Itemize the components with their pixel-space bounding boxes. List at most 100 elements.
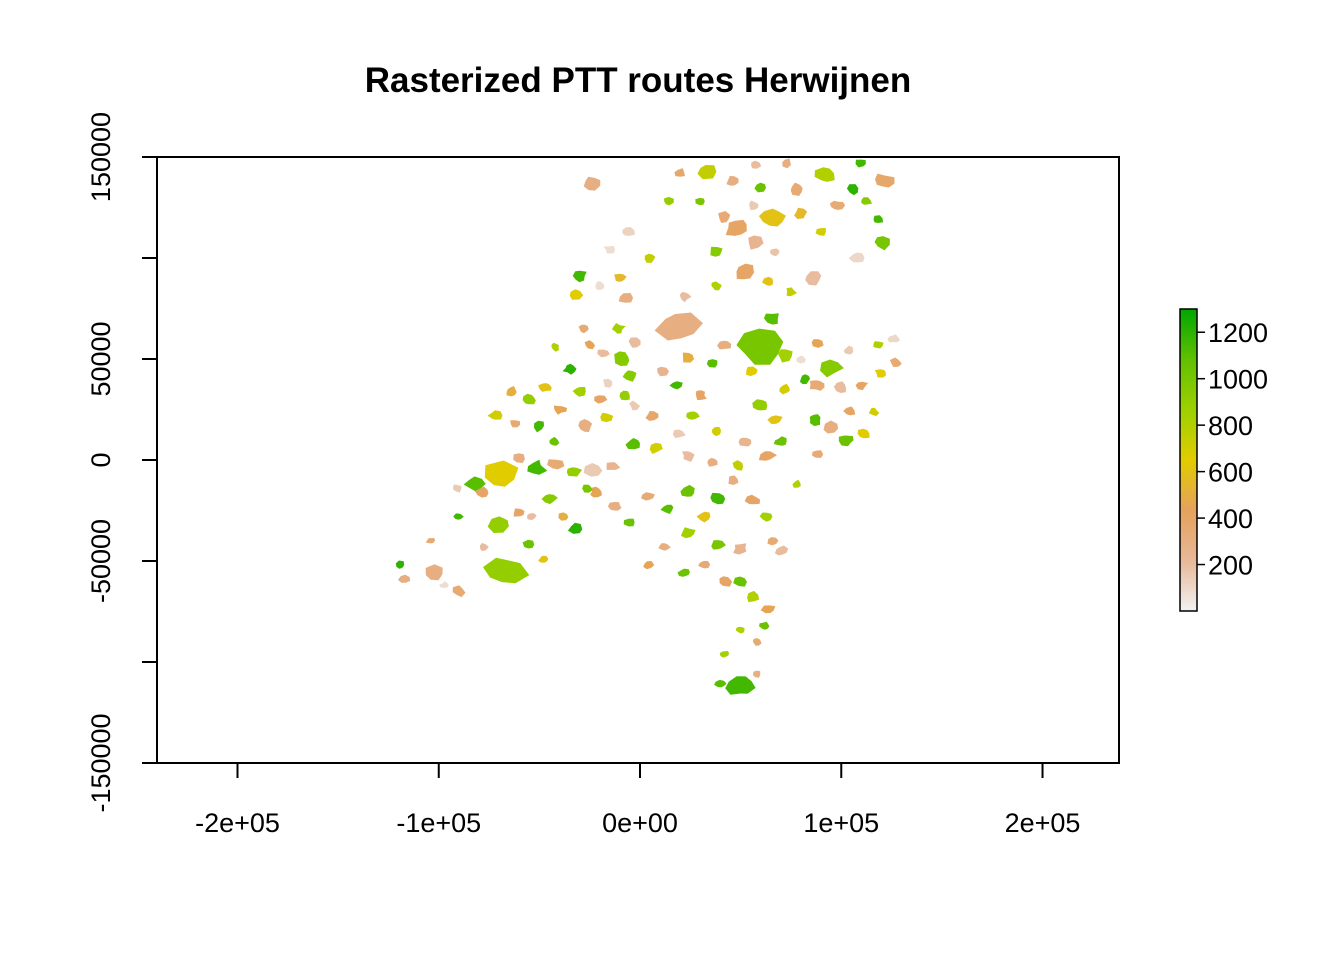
colorbar-tick-label: 600	[1208, 458, 1253, 488]
raster-cell	[710, 492, 726, 505]
raster-cell	[487, 410, 503, 420]
colorbar-tick-label: 1200	[1208, 318, 1268, 348]
raster-cell	[526, 513, 537, 521]
raster-cell	[628, 337, 641, 348]
raster-cell	[453, 513, 464, 520]
colorbar-legend: 200 400 600 800 1000 1200	[1179, 308, 1268, 612]
raster-cell	[809, 414, 821, 427]
raster-cell	[874, 369, 886, 378]
y-tick-label: -150000	[86, 713, 116, 812]
raster-cell	[680, 484, 695, 497]
raster-cell	[679, 292, 692, 303]
raster-cell	[463, 476, 486, 492]
raster-cell	[677, 568, 690, 577]
raster-cell	[674, 168, 685, 177]
raster-cell	[590, 486, 602, 498]
raster-cell	[767, 537, 779, 546]
raster-cell	[623, 518, 635, 527]
y-tick-label: -50000	[86, 519, 116, 603]
x-axis: -2e+05 -1e+05 0e+00 1e+05 2e+05	[195, 763, 1080, 838]
raster-cell	[754, 182, 766, 193]
raster-cell	[584, 340, 596, 350]
raster-cell	[397, 574, 411, 583]
raster-cell	[657, 366, 670, 377]
raster-cell	[752, 399, 768, 411]
raster-cell	[782, 158, 791, 169]
raster-cell	[760, 605, 776, 614]
raster-cell	[686, 411, 700, 420]
raster-cell	[595, 280, 605, 290]
raster-cell	[453, 484, 462, 493]
raster-cell	[583, 176, 601, 191]
raster-cell	[706, 359, 718, 368]
raster-cell	[710, 246, 723, 257]
raster-cell	[777, 349, 793, 363]
raster-cell	[719, 651, 729, 658]
raster-cell	[658, 543, 671, 551]
raster-cell	[513, 453, 525, 464]
raster-cell	[549, 436, 560, 446]
raster-cell	[711, 426, 721, 437]
raster-cell	[569, 289, 584, 300]
raster-cell	[578, 324, 589, 334]
raster-cell	[805, 271, 822, 286]
raster-cell	[619, 390, 630, 401]
raster-cell	[814, 167, 835, 182]
raster-cell	[848, 252, 865, 263]
x-tick-label: -2e+05	[195, 808, 280, 838]
raster-cell	[758, 451, 777, 461]
raster-cells	[395, 158, 902, 695]
x-tick-label: 1e+05	[803, 808, 879, 838]
raster-cell	[759, 621, 770, 630]
raster-cell	[758, 208, 786, 227]
raster-cell	[749, 200, 759, 210]
colorbar-gradient	[1179, 308, 1198, 612]
raster-cell	[664, 196, 674, 206]
y-tick-label: 150000	[86, 112, 116, 202]
raster-cell	[698, 561, 711, 569]
raster-cell	[752, 638, 762, 646]
raster-cell	[726, 175, 739, 186]
raster-cell	[815, 228, 826, 236]
raster-cell	[711, 540, 726, 550]
raster-cell	[747, 590, 760, 603]
raster-cell	[506, 386, 517, 397]
raster-cell	[583, 463, 603, 477]
x-tick-label: -1e+05	[396, 808, 481, 838]
raster-cell	[625, 438, 640, 450]
raster-cell	[733, 576, 747, 587]
raster-cell	[695, 390, 707, 401]
raster-cell	[582, 484, 593, 493]
raster-cell	[773, 436, 787, 446]
x-tick-label: 2e+05	[1005, 808, 1081, 838]
raster-cell	[618, 293, 634, 303]
raster-cell	[855, 159, 866, 168]
raster-cell	[534, 420, 544, 433]
raster-cell	[682, 352, 695, 363]
raster-cell	[622, 370, 637, 382]
raster-cell	[763, 313, 779, 325]
raster-cell	[645, 411, 659, 421]
colorbar-tick-label: 800	[1208, 411, 1253, 441]
raster-cell	[719, 576, 733, 587]
raster-cell	[696, 511, 711, 523]
chart-title: Rasterized PTT routes Herwijnen	[365, 61, 912, 100]
colorbar-tick-label: 1000	[1208, 365, 1268, 395]
raster-cell	[744, 494, 761, 505]
raster-cell	[792, 479, 801, 488]
raster-cell	[889, 357, 902, 367]
raster-cell	[796, 355, 806, 364]
raster-cell	[672, 429, 686, 438]
raster-cell	[717, 340, 732, 350]
raster-cell	[733, 543, 747, 555]
raster-cell	[811, 339, 824, 348]
raster-cell	[654, 312, 703, 341]
raster-cell	[735, 626, 745, 634]
raster-cell	[612, 323, 626, 334]
raster-cell	[607, 501, 622, 511]
raster-cell	[861, 197, 872, 205]
raster-cell	[857, 428, 870, 439]
raster-cell	[669, 381, 683, 390]
raster-cell	[843, 345, 854, 355]
raster-cell	[452, 585, 466, 598]
